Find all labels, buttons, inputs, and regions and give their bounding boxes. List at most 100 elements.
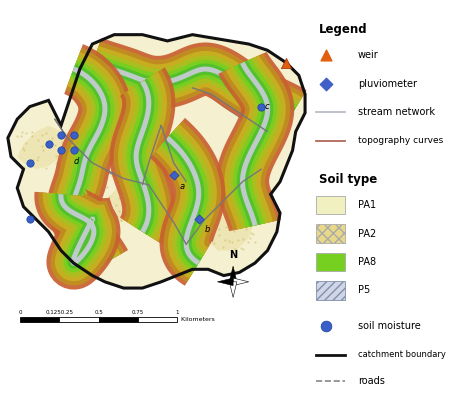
Polygon shape xyxy=(99,175,149,226)
Point xyxy=(138,180,146,186)
Point xyxy=(170,172,177,179)
Point xyxy=(57,132,64,138)
Polygon shape xyxy=(89,54,298,121)
Bar xyxy=(60,317,99,322)
Polygon shape xyxy=(205,201,255,250)
Point xyxy=(15,142,22,148)
Polygon shape xyxy=(34,188,120,290)
Bar xyxy=(316,253,345,271)
Point xyxy=(139,186,147,192)
Point xyxy=(245,207,252,213)
Polygon shape xyxy=(47,193,108,277)
Text: PA8: PA8 xyxy=(358,257,376,267)
Text: b: b xyxy=(205,226,210,235)
Point xyxy=(220,214,228,221)
Text: PA2: PA2 xyxy=(358,229,376,239)
Point xyxy=(118,199,125,205)
Point xyxy=(210,226,218,232)
Point xyxy=(125,210,132,216)
Point xyxy=(24,160,31,166)
Polygon shape xyxy=(52,193,103,273)
Polygon shape xyxy=(155,124,217,278)
Point xyxy=(29,161,36,167)
Polygon shape xyxy=(17,125,67,169)
Polygon shape xyxy=(38,192,116,286)
Polygon shape xyxy=(233,278,249,286)
Point xyxy=(103,200,110,207)
Point xyxy=(129,222,137,228)
Polygon shape xyxy=(86,46,302,128)
Point xyxy=(107,216,114,222)
Point xyxy=(15,154,23,160)
Point xyxy=(70,147,77,154)
Point xyxy=(57,132,65,138)
Polygon shape xyxy=(64,60,114,268)
Point xyxy=(236,214,243,220)
Point xyxy=(140,205,147,212)
Text: P5: P5 xyxy=(358,286,370,295)
Polygon shape xyxy=(114,70,171,244)
Point xyxy=(105,219,112,226)
Text: 1: 1 xyxy=(175,310,179,315)
Point xyxy=(63,134,70,140)
Point xyxy=(214,225,222,231)
Polygon shape xyxy=(218,278,233,286)
Point xyxy=(141,213,148,220)
Text: weir: weir xyxy=(358,50,379,60)
Point xyxy=(203,215,211,222)
Point xyxy=(206,233,214,239)
Point xyxy=(231,201,239,207)
Point xyxy=(57,149,65,155)
Polygon shape xyxy=(8,35,305,288)
Point xyxy=(249,235,256,242)
Point xyxy=(99,208,106,214)
Polygon shape xyxy=(58,194,96,265)
Point xyxy=(210,227,217,233)
Point xyxy=(230,224,238,230)
Point xyxy=(45,141,52,147)
Polygon shape xyxy=(127,77,158,237)
Polygon shape xyxy=(71,67,108,264)
Point xyxy=(62,159,69,165)
Text: 0.75: 0.75 xyxy=(132,310,144,315)
Point xyxy=(97,174,105,181)
Point xyxy=(45,165,53,171)
Point xyxy=(103,202,111,208)
Polygon shape xyxy=(43,192,112,281)
Point xyxy=(124,173,132,180)
Text: 0.5: 0.5 xyxy=(94,310,103,315)
Polygon shape xyxy=(240,62,270,226)
Text: Soil type: Soil type xyxy=(319,173,377,186)
Bar xyxy=(20,317,60,322)
Point xyxy=(35,166,42,172)
Point xyxy=(232,234,240,240)
Point xyxy=(100,208,108,214)
Polygon shape xyxy=(88,50,300,124)
Point xyxy=(212,204,220,210)
Point xyxy=(70,132,77,138)
Point xyxy=(22,152,29,158)
Point xyxy=(206,220,214,226)
Polygon shape xyxy=(91,60,294,115)
Polygon shape xyxy=(68,64,110,266)
Polygon shape xyxy=(84,42,304,132)
Bar xyxy=(316,281,345,299)
Polygon shape xyxy=(130,79,155,235)
Text: Legend: Legend xyxy=(319,23,368,36)
Point xyxy=(143,218,151,224)
Polygon shape xyxy=(55,194,100,269)
Polygon shape xyxy=(166,136,201,265)
Text: a: a xyxy=(180,182,185,191)
Point xyxy=(210,214,218,221)
Point xyxy=(16,146,24,152)
Text: roads: roads xyxy=(358,376,385,386)
Bar xyxy=(99,317,137,322)
Point xyxy=(249,213,257,220)
Point xyxy=(95,185,102,191)
Point xyxy=(95,187,102,193)
Polygon shape xyxy=(233,59,277,228)
Polygon shape xyxy=(229,282,237,297)
Polygon shape xyxy=(220,54,290,230)
Text: PA1: PA1 xyxy=(358,200,376,210)
Polygon shape xyxy=(237,60,273,227)
